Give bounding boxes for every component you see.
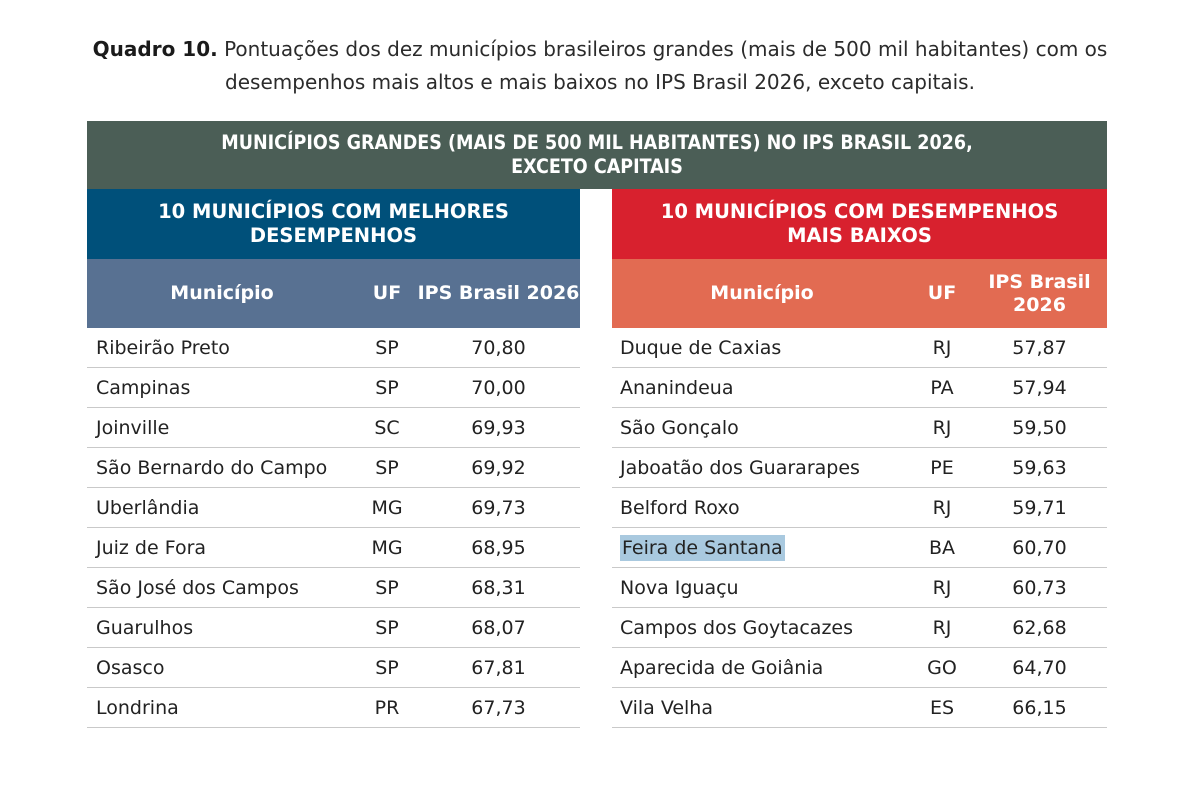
cell-uf: RJ <box>932 496 952 519</box>
cell-ips: 70,80 <box>471 336 526 359</box>
cell-ips: 59,50 <box>1012 416 1067 439</box>
cell-ips: 64,70 <box>1012 656 1067 679</box>
cell-uf: SP <box>375 576 399 599</box>
table-row: Jaboatão dos Guararapes PE 59,63 <box>612 448 1107 488</box>
cell-municipio: Vila Velha <box>620 696 713 719</box>
cell-ips: 59,63 <box>1012 456 1067 479</box>
table-row: Vila Velha ES 66,15 <box>612 688 1107 728</box>
cell-uf: SP <box>375 456 399 479</box>
cell-municipio: Feira de Santana <box>612 534 912 561</box>
table-row: Guarulhos SP 68,07 <box>87 608 580 648</box>
worst-column-headers: Município UF IPS Brasil 2026 <box>612 259 1107 328</box>
cell-uf: SP <box>375 616 399 639</box>
text-selection-highlight: Feira de Santana <box>620 534 785 561</box>
table-row: Joinville SC 69,93 <box>87 408 580 448</box>
cell-uf: RJ <box>932 616 952 639</box>
cell-municipio: Campos dos Goytacazes <box>620 616 854 639</box>
cell-uf: SC <box>374 416 400 439</box>
main-table-header: MUNICÍPIOS GRANDES (MAIS DE 500 MIL HABI… <box>87 121 1107 189</box>
cell-uf: PE <box>930 456 954 479</box>
cell-municipio: Uberlândia <box>96 496 200 519</box>
cell-municipio: São Bernardo do Campo <box>96 456 328 479</box>
table-row: Ribeirão Preto SP 70,80 <box>87 328 580 368</box>
cell-ips: 68,31 <box>471 576 526 599</box>
cell-uf: PA <box>930 376 954 399</box>
cell-uf: MG <box>371 496 403 519</box>
table-row: Nova Iguaçu RJ 60,73 <box>612 568 1107 608</box>
column-header-municipio: Município <box>710 282 814 304</box>
cell-municipio: Duque de Caxias <box>620 336 782 359</box>
table-row: Ananindeua PA 57,94 <box>612 368 1107 408</box>
cell-uf: ES <box>929 696 955 719</box>
table-row: Feira de Santana BA 60,70 <box>612 528 1107 568</box>
cell-ips: 68,95 <box>471 536 526 559</box>
cell-ips: 62,68 <box>1012 616 1067 639</box>
cell-ips: 67,73 <box>471 696 526 719</box>
table-row: Duque de Caxias RJ 57,87 <box>612 328 1107 368</box>
cell-municipio: Ribeirão Preto <box>96 336 230 359</box>
cell-ips: 60,73 <box>1012 576 1067 599</box>
worst-section-title: 10 MUNICÍPIOS COM DESEMPENHOS MAIS BAIXO… <box>612 189 1107 259</box>
cell-municipio: Nova Iguaçu <box>620 576 739 599</box>
cell-uf: SP <box>375 656 399 679</box>
cell-ips: 60,70 <box>1012 536 1067 559</box>
worst-rows: Duque de Caxias RJ 57,87 Ananindeua PA 57,94 S… <box>612 328 1107 728</box>
table-row: Belford Roxo RJ 59,71 <box>612 488 1107 528</box>
table-caption: Quadro 10. Pontuações dos dez municípios… <box>60 33 1140 99</box>
column-header-ips: IPS Brasil 2026 <box>417 282 580 304</box>
caption-text: Pontuações dos dez municípios brasileiro… <box>224 37 1108 94</box>
cell-municipio: Ananindeua <box>620 376 734 399</box>
cell-municipio: Aparecida de Goiânia <box>620 656 824 679</box>
cell-uf: BA <box>928 536 956 559</box>
table-row: São Gonçalo RJ 59,50 <box>612 408 1107 448</box>
table-row: São José dos Campos SP 68,31 <box>87 568 580 608</box>
cell-ips: 69,73 <box>471 496 526 519</box>
cell-ips: 66,15 <box>1012 696 1067 719</box>
column-header-municipio: Município <box>170 282 274 304</box>
cell-municipio: Londrina <box>96 696 179 719</box>
table-row: Aparecida de Goiânia GO 64,70 <box>612 648 1107 688</box>
cell-municipio: Campinas <box>96 376 191 399</box>
best-performers-table: 10 MUNICÍPIOS COM MELHORES DESEMPENHOS M… <box>87 189 580 728</box>
cell-ips: 67,81 <box>471 656 526 679</box>
table-row: Uberlândia MG 69,73 <box>87 488 580 528</box>
cell-ips: 59,71 <box>1012 496 1067 519</box>
cell-uf: MG <box>371 536 403 559</box>
best-column-headers: Município UF IPS Brasil 2026 <box>87 259 580 328</box>
table-row: Osasco SP 67,81 <box>87 648 580 688</box>
cell-ips: 70,00 <box>471 376 526 399</box>
cell-ips: 57,87 <box>1012 336 1067 359</box>
table-row: Londrina PR 67,73 <box>87 688 580 728</box>
cell-municipio: Juiz de Fora <box>96 536 207 559</box>
table-row: São Bernardo do Campo SP 69,92 <box>87 448 580 488</box>
cell-uf: SP <box>375 336 399 359</box>
cell-uf: GO <box>927 656 957 679</box>
cell-uf: RJ <box>932 416 952 439</box>
cell-ips: 57,94 <box>1012 376 1067 399</box>
column-header-ips: IPS Brasil 2026 <box>988 270 1091 316</box>
cell-uf: SP <box>375 376 399 399</box>
column-header-uf: UF <box>372 282 402 304</box>
table-row: Campinas SP 70,00 <box>87 368 580 408</box>
cell-uf: RJ <box>932 576 952 599</box>
cell-municipio: Jaboatão dos Guararapes <box>620 456 860 479</box>
caption-label: Quadro 10. <box>92 37 218 61</box>
table-row: Juiz de Fora MG 68,95 <box>87 528 580 568</box>
cell-ips: 68,07 <box>471 616 526 639</box>
best-section-title: 10 MUNICÍPIOS COM MELHORES DESEMPENHOS <box>87 189 580 259</box>
table-row: Campos dos Goytacazes RJ 62,68 <box>612 608 1107 648</box>
cell-municipio: Guarulhos <box>96 616 194 639</box>
column-header-uf: UF <box>927 282 957 304</box>
cell-uf: RJ <box>932 336 952 359</box>
cell-uf: PR <box>374 696 400 719</box>
worst-performers-table: 10 MUNICÍPIOS COM DESEMPENHOS MAIS BAIXO… <box>612 189 1107 728</box>
cell-ips: 69,92 <box>471 456 526 479</box>
cell-municipio: Osasco <box>96 656 165 679</box>
cell-municipio: Belford Roxo <box>620 496 740 519</box>
cell-municipio: Joinville <box>96 416 170 439</box>
cell-municipio: São José dos Campos <box>96 576 299 599</box>
cell-ips: 69,93 <box>471 416 526 439</box>
best-rows: Ribeirão Preto SP 70,80 Campinas SP 70,00 Join… <box>87 328 580 728</box>
cell-municipio: São Gonçalo <box>620 416 739 439</box>
